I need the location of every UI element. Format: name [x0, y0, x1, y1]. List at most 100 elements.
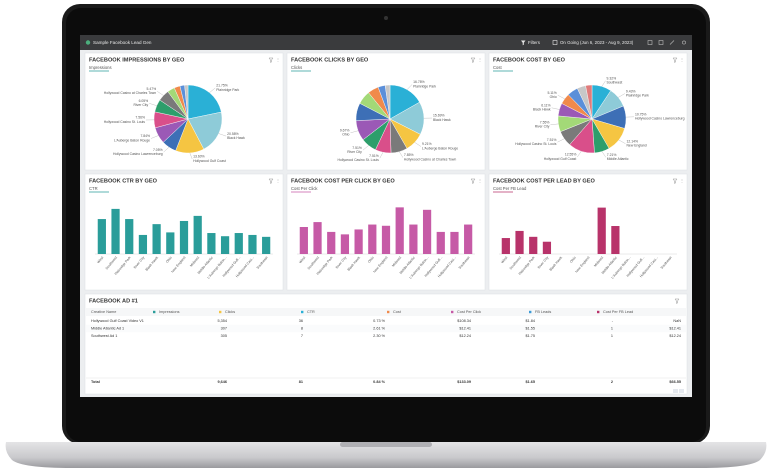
table-cell: 2.61 % [373, 327, 385, 331]
slice-category-label: Hollywood Casino Lawrenceburg [113, 152, 163, 156]
bar [234, 233, 243, 254]
panel-menu[interactable]: ⋮ [680, 179, 683, 183]
panel-filter-icon[interactable] [268, 178, 274, 184]
column-header[interactable]: Cost Per Click [457, 310, 481, 314]
bar [450, 231, 459, 254]
column-color-chip [301, 310, 304, 314]
leader-line [618, 139, 626, 144]
slice-category-label: Hollywood Casino St. Louis [338, 158, 380, 162]
pie-slice [585, 84, 593, 120]
calendar-icon [552, 40, 558, 45]
leader-line [557, 95, 565, 99]
slice-value-label: 20.58% [227, 132, 239, 136]
total-cell: 0.84 % [373, 380, 385, 384]
leader-line [399, 151, 404, 158]
column-header[interactable]: Cost Per FB Lead [603, 310, 633, 314]
column-color-chip [451, 310, 454, 314]
dashboard-content: FACEBOOK IMPRESSIONS BY GEO Impressions ⋮ 2… [84, 52, 688, 395]
filters-button[interactable]: Filters [528, 40, 541, 45]
slice-value-label: 13.60% [193, 155, 205, 159]
column-header[interactable]: Impressions [159, 310, 180, 314]
table-cell: 2.30 % [373, 334, 385, 338]
panel-title: FACEBOOK COST PER LEAD BY GEO [493, 178, 595, 184]
total-cell: Total [91, 380, 100, 384]
slice-value-label: 6.05% [139, 99, 149, 103]
bar [220, 236, 230, 254]
panel-menu[interactable]: ⋮ [680, 58, 683, 62]
slice-category-label: River City [535, 125, 550, 129]
panel-filter-icon[interactable] [672, 178, 678, 184]
bar [179, 220, 189, 254]
panel-filter-icon[interactable] [672, 57, 678, 63]
column-header[interactable]: Clicks [225, 310, 235, 314]
x-tick-label: Midwest [391, 256, 402, 268]
status-dot [85, 40, 91, 45]
total-cell: 2 [611, 380, 613, 384]
slice-category-label: Middle Atlantic [607, 157, 629, 161]
panel-filter-icon[interactable] [470, 57, 476, 63]
slice-value-label: 7.56% [135, 116, 145, 120]
table-row [86, 324, 686, 333]
bar [422, 209, 432, 254]
panel-filter-icon[interactable] [470, 178, 476, 184]
x-tick-label: West [298, 256, 306, 264]
panel-menu[interactable]: ⋮ [276, 179, 279, 183]
leader-line [618, 93, 625, 98]
table-cell: $12.41 [459, 327, 471, 331]
total-cell: $66.55 [669, 380, 681, 384]
dashboard-title: Sample Facebook Lead Gen [93, 40, 152, 45]
slice-category-label: Hollywood Casino St. Louis [104, 120, 146, 124]
table-cell: 8 [301, 327, 303, 331]
column-color-chip [153, 310, 156, 314]
column-header[interactable]: Creative Name [91, 310, 116, 314]
slice-category-label: Hollywood Casino St. Louis [515, 142, 557, 146]
filter-icon [521, 40, 526, 46]
pie-slice [384, 84, 391, 120]
table-cell: 1 [611, 334, 613, 338]
bar [313, 222, 322, 254]
column-header[interactable]: CTR [307, 310, 315, 314]
column-header[interactable]: FB Leads [535, 310, 551, 314]
leader-line [577, 151, 582, 158]
panel-subtitle: Impressions [89, 65, 112, 70]
slice-category-label: New England [626, 144, 646, 148]
bar [409, 224, 418, 254]
bar [464, 224, 473, 254]
leader-line [350, 130, 359, 133]
panel-filter-icon[interactable] [268, 57, 274, 63]
bar [501, 238, 510, 254]
table-cell: Middle Atlantic Ad 1 [91, 327, 124, 331]
panel-menu[interactable]: ⋮ [478, 58, 481, 62]
bar [542, 241, 552, 254]
leader-line [362, 145, 369, 151]
slice-value-label: 10.75% [635, 112, 647, 116]
leader-line [601, 80, 606, 87]
slice-value-label: 7.51% [352, 146, 362, 150]
leader-line [557, 138, 565, 143]
pager-button[interactable] [673, 389, 678, 393]
table-filter-icon[interactable] [674, 298, 680, 304]
date-range[interactable]: On Going (Jun 6, 2023 - Aug 9, 2023) [560, 40, 634, 45]
panel-menu[interactable]: ⋮ [276, 58, 279, 62]
panel-menu[interactable]: ⋮ [478, 179, 481, 183]
slice-category-label: Ohio [342, 133, 349, 137]
total-cell: $1.65 [525, 380, 535, 384]
leader-line [550, 123, 559, 125]
leader-line [151, 135, 159, 139]
table-cell: $1.55 [525, 327, 535, 331]
slice-category-label: Plainridge Park [216, 88, 239, 92]
table-cell: Hollywood Gulf Coast Video V1 [91, 319, 144, 323]
laptop-base [5, 442, 767, 468]
pager-button[interactable] [679, 389, 684, 393]
leader-line [149, 103, 157, 106]
bar [152, 224, 161, 254]
column-header[interactable]: Cost [393, 310, 402, 314]
slice-value-label: 12.55% [565, 153, 577, 157]
leader-line [379, 152, 384, 159]
slice-value-label: 7.51% [547, 138, 557, 142]
table-cell: 305 [221, 334, 227, 338]
table-cell: $12.41 [669, 327, 681, 331]
slice-category-label: L'Auberge Baton Rouge [422, 146, 458, 150]
slice-category-label: Black Hawk [533, 108, 551, 112]
